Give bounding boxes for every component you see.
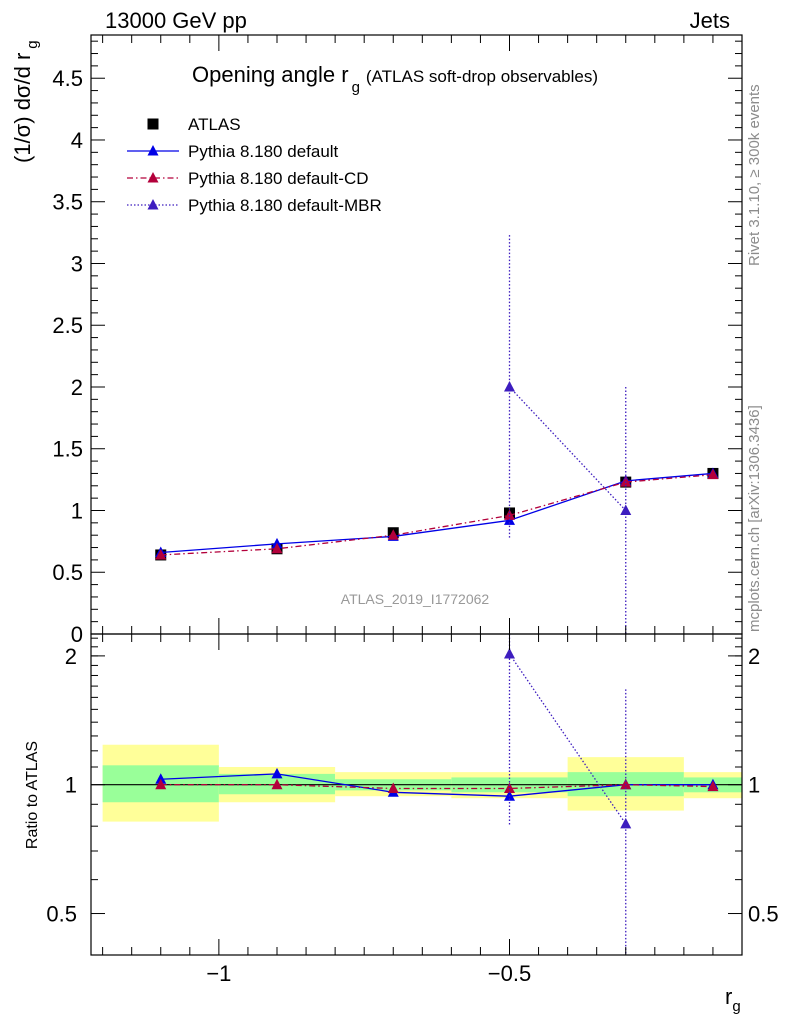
chart-title: Opening angle rg(ATLAS soft-drop observa… [192,62,598,96]
axis-ticks [91,35,743,956]
header-process-label: 13000 GeV pp [105,8,247,33]
analysis-watermark: ATLAS_2019_I1772062 [341,591,490,607]
ratio-series-lines [155,634,719,955]
legend-label: Pythia 8.180 default [188,142,339,161]
point-pythia-8-180-default-cd [504,509,515,520]
ratio-point-pythia-8-180-default [155,773,167,784]
ratio-point-pythia-8-180-default [271,767,283,779]
ratio-frame [90,633,743,956]
x-tick-label: −1 [206,961,231,986]
legend-marker-atlas [147,118,159,130]
ratio-y-tick-label-left: 0.5 [46,902,77,927]
point-pythia-8-180-default-cd [707,468,719,480]
line-pythia-8-180-default [160,472,713,554]
y-tick-label: 0 [71,622,83,647]
ratio-y-tick-label-left: 2 [65,644,77,669]
ratio-y-tick-label-left: 1 [65,773,77,798]
ratio-point-pythia-8-180-default-mbr [620,817,632,829]
ratio-point-pythia-8-180-default-cd [707,780,719,792]
plot-frames [90,34,743,956]
ratio-point-pythia-8-180-default-mbr [504,648,515,659]
legend-marker [147,145,159,156]
ratio-plot-area [91,744,742,822]
y-tick-label: 1.5 [52,437,83,462]
point-pythia-8-180-default-mbr [620,504,632,515]
ratio-line-pythia-8-180-default-cd [160,784,713,790]
legend: ATLAS Pythia 8.180 default Pythia 8.180 de… [127,115,382,215]
ratio-point-pythia-8-180-default-cd [504,782,515,793]
ratio-point-pythia-8-180-default-cd [271,778,283,790]
point-pythia-8-180-default-cd [620,476,632,487]
axis-labels: 0 0.5 1 1.5 2 2.5 3 3.5 4 4.5 0.5 0.5 1 1 2 2 −1 −0.5 rg (1… [10,40,779,1015]
y-tick-label: 2.5 [52,313,83,338]
y-tick-label: 3.5 [52,190,83,215]
legend-label: ATLAS [188,115,241,134]
x-tick-label: −0.5 [488,961,531,986]
y-axis-label: (1/σ) dσ/d rg [10,40,41,163]
point-pythia-8-180-default-cd [271,542,283,554]
ratio-point-pythia-8-180-default-cd [155,778,167,790]
legend-marker [147,172,159,183]
main-series-lines [155,235,719,634]
ratio-y-tick-label-right: 0.5 [748,902,779,927]
y-tick-label: 2 [71,375,83,400]
legend-label: Pythia 8.180 default-MBR [188,196,382,215]
point-pythia-8-180-default-mbr [504,380,515,392]
y-tick-label: 4 [71,128,83,153]
y-tick-label: 1 [71,498,83,523]
point-pythia-8-180-default-cd [155,548,167,560]
y-tick-label: 4.5 [52,66,83,91]
ratio-line-pythia-8-180-default [160,773,713,797]
line-pythia-8-180-default-mbr [509,386,627,511]
ratio-y-axis-label: Ratio to ATLAS [24,741,41,849]
ratio-y-tick-label-right: 1 [748,773,760,798]
legend-label: Pythia 8.180 default-CD [188,169,369,188]
y-tick-label: 0.5 [52,560,83,585]
point-pythia-8-180-default-cd [387,529,399,540]
ratio-line-pythia-8-180-default-mbr [508,653,627,825]
header-category-label: Jets [689,8,730,33]
y-tick-label: 3 [71,251,83,276]
x-axis-label: rg [725,984,741,1015]
ratio-y-tick-label-right: 2 [748,644,760,669]
ratio-point-pythia-8-180-default-cd [387,782,399,793]
line-pythia-8-180-default-cd [160,474,713,556]
legend-marker [147,199,159,210]
